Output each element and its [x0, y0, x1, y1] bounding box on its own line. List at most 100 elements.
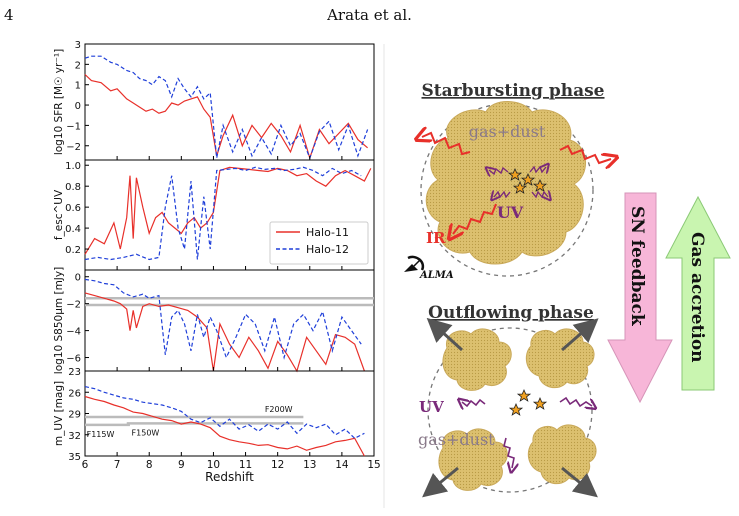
- gas-accretion-arrow: [665, 195, 731, 391]
- series-line-halo-11: [84, 74, 368, 160]
- filter-label: F115W: [87, 430, 115, 439]
- x-tick-label: 11: [239, 459, 252, 471]
- page-header: 4 Arata et al.: [0, 6, 739, 30]
- y-tick-label: 0.6: [65, 203, 81, 214]
- filter-label: F150W: [132, 428, 160, 437]
- sn-feedback-label: SN feedback: [627, 206, 647, 327]
- starburst-uv-arrows: [489, 167, 548, 197]
- outflow-arrow-icon: [426, 317, 464, 352]
- gas-cloud-lower-left: [438, 428, 508, 491]
- uv-arrow-icon: [531, 192, 548, 197]
- outflow-arrow-icon: [561, 466, 598, 498]
- starburst-gas-dust-label: gas+dust: [469, 122, 546, 141]
- y-tick-label: 1.0: [65, 161, 81, 172]
- y-tick-label: 35: [68, 452, 81, 463]
- y-axis-label: f_esc^UV: [53, 189, 65, 240]
- y-axis-label: log10 S850μm [mJy]: [53, 267, 65, 374]
- x-tick-label: 15: [367, 459, 380, 471]
- x-tick-label: 6: [82, 459, 89, 471]
- outflow-arrows: [422, 317, 599, 498]
- gas-accretion-label: Gas accretion: [687, 232, 707, 363]
- uv-arrow-icon: [494, 192, 511, 197]
- y-tick-label: 26: [68, 388, 81, 399]
- uv-arrow-icon: [489, 168, 509, 174]
- series-line-halo-12: [84, 166, 362, 261]
- star-icon: [532, 397, 548, 410]
- uv-arrow-icon: [529, 167, 546, 172]
- outflow-uv-arrows: [462, 396, 592, 468]
- y-tick-label: 32: [68, 431, 81, 442]
- alma-telescope-icon: [404, 255, 425, 272]
- x-tick-label: 14: [335, 459, 349, 471]
- outflow-arrow-icon: [561, 318, 599, 352]
- y-tick-label: 0: [75, 273, 81, 284]
- ir-arrows: [422, 133, 611, 234]
- starburst-title: Starbursting phase: [422, 81, 605, 101]
- star-icon: [507, 168, 523, 181]
- y-tick-label: −4: [66, 327, 81, 338]
- uv-arrow-icon: [503, 437, 514, 468]
- star-icon: [520, 173, 536, 186]
- y-tick-label: −2: [66, 142, 81, 153]
- series-line-halo-11: [84, 292, 365, 373]
- running-head: Arata et al.: [327, 6, 412, 24]
- y-tick-label: −6: [66, 354, 81, 365]
- x-tick-label: 8: [146, 459, 153, 471]
- outflow-arrow-icon: [422, 466, 459, 498]
- y-tick-label: 29: [68, 410, 81, 421]
- ir-arrow-icon: [559, 144, 611, 163]
- starburst-halo-circle: [420, 103, 594, 277]
- y-tick-label: 1: [75, 81, 81, 92]
- star-icon: [516, 389, 532, 402]
- series-line-halo-11: [84, 166, 372, 255]
- gas-cloud-upper-right: [525, 328, 595, 389]
- y-tick-label: 0.2: [65, 245, 81, 256]
- y-tick-label: 0.4: [65, 224, 81, 235]
- outflow-stars: [508, 389, 548, 416]
- y-tick-label: 23: [68, 367, 81, 378]
- ir-label: IR: [426, 229, 446, 247]
- x-axis-label: Redshift: [205, 470, 254, 484]
- star-icon: [532, 179, 548, 192]
- ir-arrow-icon: [453, 203, 497, 234]
- series-line-halo-12: [84, 278, 362, 360]
- filter-label: F200W: [265, 405, 293, 414]
- uv-arrow-icon: [559, 396, 592, 406]
- starburst-uv-label: UV: [497, 203, 524, 222]
- x-tick-label: 7: [114, 459, 121, 471]
- outflow-gas-dust-label: gas+dust: [418, 430, 495, 449]
- legend-label: Halo-12: [306, 243, 349, 256]
- sn-feedback-arrow: [607, 192, 673, 404]
- starburst-stars: [507, 168, 548, 194]
- series-line-halo-12: [84, 386, 365, 440]
- x-tick-label: 12: [271, 459, 284, 471]
- starburst-gas-cloud: [425, 101, 586, 265]
- y-axis-label: log10 SFR [M☉ yr⁻¹]: [53, 49, 65, 155]
- y-tick-label: 3: [75, 40, 81, 51]
- uv-arrow-icon: [462, 400, 486, 406]
- gas-cloud-lower-right: [527, 424, 597, 485]
- ir-arrow-icon: [422, 133, 471, 156]
- y-tick-label: −2: [66, 300, 81, 311]
- alma-label: ALMA: [419, 270, 454, 281]
- y-tick-label: −1: [66, 121, 81, 132]
- outflow-gas-clouds: [438, 328, 597, 491]
- x-tick-label: 13: [303, 459, 316, 471]
- outflow-uv-label: UV: [419, 398, 444, 416]
- outflow-title: Outflowing phase: [428, 303, 594, 323]
- legend-label: Halo-11: [306, 226, 349, 239]
- y-tick-label: 0.8: [65, 182, 81, 193]
- star-icon: [508, 403, 524, 416]
- x-tick-label: 10: [207, 459, 220, 471]
- star-icon: [512, 181, 528, 194]
- y-axis-label: m_UV [mag]: [53, 381, 65, 446]
- y-tick-label: 2: [75, 60, 81, 71]
- gas-cloud-upper-left: [442, 328, 512, 391]
- series-line-halo-11: [84, 395, 365, 457]
- y-tick-label: 0: [75, 101, 81, 112]
- series-line-halo-12: [84, 55, 369, 160]
- x-tick-label: 9: [178, 459, 185, 471]
